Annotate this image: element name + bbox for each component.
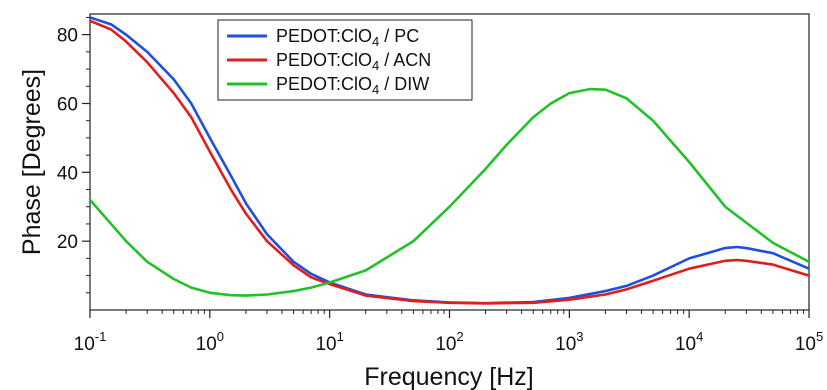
legend-label-tail: / DIW bbox=[379, 74, 429, 94]
x-tick-base: 10 bbox=[196, 334, 217, 355]
x-tick-base: 10 bbox=[555, 334, 576, 355]
x-tick-exponent: 0 bbox=[217, 329, 224, 344]
x-tick-base: 10 bbox=[675, 334, 696, 355]
y-tick-label: 60 bbox=[57, 94, 78, 115]
series-layer bbox=[90, 16, 809, 305]
x-tick-base: 10 bbox=[795, 334, 816, 355]
series-line-2 bbox=[90, 19, 809, 305]
x-tick-label: 103 bbox=[555, 329, 583, 355]
legend-label-main: PEDOT:ClO bbox=[276, 74, 372, 94]
x-tick-label: 104 bbox=[675, 329, 703, 355]
legend-label-1: PEDOT:ClO4 / PC bbox=[276, 26, 419, 49]
x-tick-base: 10 bbox=[315, 334, 336, 355]
y-axis-ticks: 20 40 60 80 bbox=[57, 16, 90, 294]
series-line-3 bbox=[90, 87, 809, 297]
x-tick-base: 10 bbox=[435, 334, 456, 355]
x-tick-exponent: 3 bbox=[576, 329, 583, 344]
legend-label-tail: / ACN bbox=[379, 50, 431, 70]
x-tick-label: 102 bbox=[435, 329, 463, 355]
x-axis-ticks: 10-1 100 101 102 103 104 105 bbox=[74, 310, 823, 355]
legend-label-subscript: 4 bbox=[372, 82, 379, 97]
legend-label-2: PEDOT:ClO4 / ACN bbox=[276, 50, 431, 73]
x-tick-label: 101 bbox=[315, 329, 343, 355]
x-tick-label: 10-1 bbox=[74, 329, 107, 355]
legend-label-3: PEDOT:ClO4 / DIW bbox=[276, 74, 429, 97]
legend-label-main: PEDOT:ClO bbox=[276, 26, 372, 46]
x-tick-exponent: 2 bbox=[456, 329, 463, 344]
y-tick-label: 80 bbox=[57, 26, 78, 47]
x-tick-exponent: 1 bbox=[337, 329, 344, 344]
legend-label-subscript: 4 bbox=[372, 58, 379, 73]
x-tick-base: 10 bbox=[74, 334, 95, 355]
x-tick-exponent: -1 bbox=[95, 329, 107, 344]
legend-label-main: PEDOT:ClO bbox=[276, 50, 372, 70]
x-tick-exponent: 4 bbox=[696, 329, 703, 344]
x-axis-title: Frequency [Hz] bbox=[364, 363, 534, 390]
y-axis-title: Phase [Degrees] bbox=[18, 69, 46, 255]
y-tick-label: 40 bbox=[57, 163, 78, 184]
x-tick-label: 105 bbox=[795, 329, 823, 355]
legend-label-tail: / PC bbox=[379, 26, 419, 46]
x-tick-exponent: 5 bbox=[816, 329, 823, 344]
legend-label-subscript: 4 bbox=[372, 34, 379, 49]
y-tick-label: 20 bbox=[57, 232, 78, 253]
x-tick-label: 100 bbox=[196, 329, 224, 355]
